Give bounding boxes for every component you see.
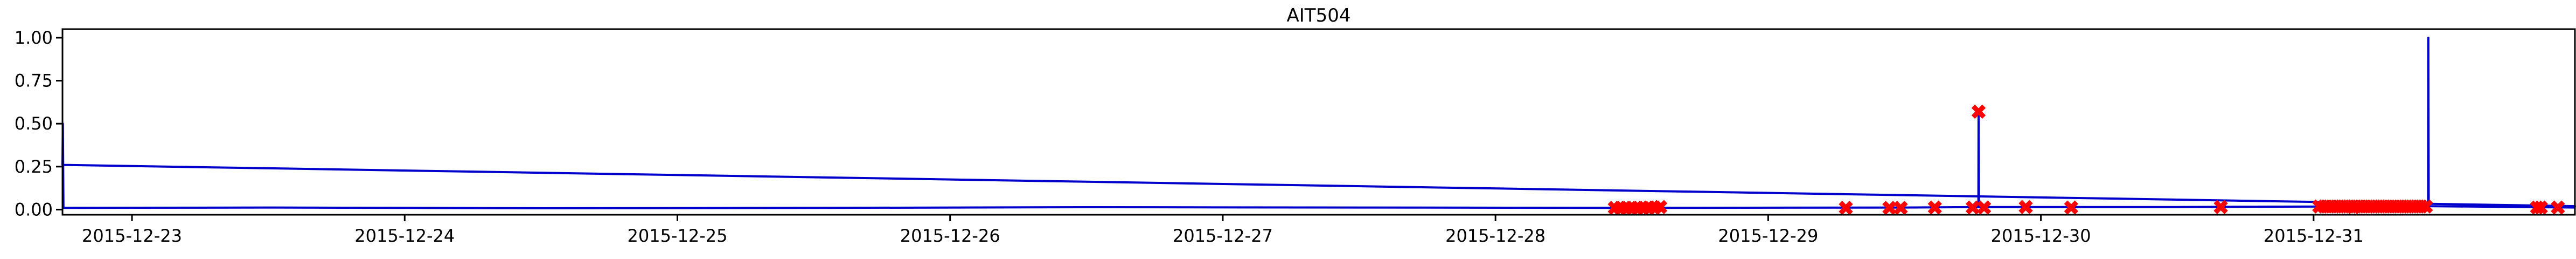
- y-tick-label: 0.25: [15, 156, 53, 177]
- anomaly-marker: [2533, 200, 2548, 215]
- x-tick-label: 2015-12-23: [82, 226, 182, 246]
- anomaly-marker: [1965, 200, 1980, 215]
- plot-frame: [61, 28, 2576, 216]
- anomaly-layer: [1607, 104, 2565, 215]
- y-tick-label: 0.00: [15, 199, 53, 220]
- y-axis: 0.00 0.25 0.50 0.75 1.00: [15, 28, 62, 220]
- x-axis: 2015-12-23 2015-12-24 2015-12-25 2015-12-26…: [82, 215, 2364, 246]
- anomaly-marker: [1927, 200, 1942, 215]
- y-tick-label: 0.75: [15, 71, 53, 91]
- x-tick-label: 2015-12-25: [627, 226, 727, 246]
- anomaly-marker: [1839, 201, 1853, 215]
- anomaly-marker: [1893, 201, 1908, 215]
- anomaly-marker: [2551, 200, 2565, 215]
- anomaly-marker: [2064, 200, 2079, 215]
- anomaly-marker: [2018, 200, 2033, 214]
- anomaly-marker: [2419, 199, 2433, 214]
- x-tick-label: 2015-12-26: [900, 226, 1000, 246]
- anomaly-marker: [1882, 201, 1897, 215]
- x-tick-label: 2015-12-30: [1991, 226, 2091, 246]
- y-tick-label: 0.50: [15, 113, 53, 134]
- anomaly-marker: [1653, 200, 1668, 214]
- x-tick-label: 2015-12-28: [1445, 226, 1545, 246]
- y-tick-label: 1.00: [15, 28, 53, 48]
- anomaly-marker: [2213, 200, 2228, 214]
- anomaly-marker: [1976, 200, 1992, 215]
- anomaly-marker: [1971, 104, 1986, 119]
- x-tick-label: 2015-12-27: [1173, 226, 1273, 246]
- chart-title: AIT504: [1287, 5, 1351, 26]
- x-tick-label: 2015-12-24: [354, 226, 455, 246]
- x-tick-label: 2015-12-31: [2264, 226, 2364, 246]
- x-tick-label: 2015-12-29: [1718, 226, 1818, 246]
